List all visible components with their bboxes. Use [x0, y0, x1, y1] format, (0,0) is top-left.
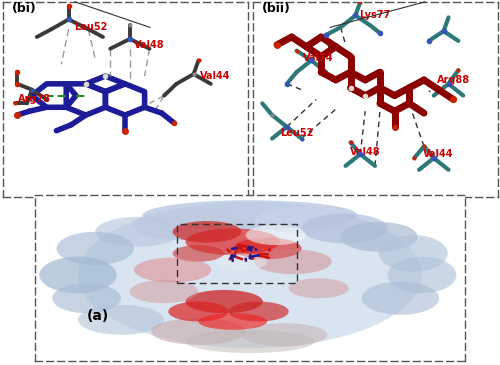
Ellipse shape — [172, 245, 224, 262]
Ellipse shape — [134, 258, 212, 283]
Ellipse shape — [95, 217, 181, 247]
Ellipse shape — [172, 221, 242, 243]
Ellipse shape — [302, 214, 388, 243]
Ellipse shape — [379, 235, 448, 272]
Ellipse shape — [186, 290, 263, 313]
Text: Leu52: Leu52 — [74, 22, 108, 32]
Ellipse shape — [40, 257, 117, 293]
Ellipse shape — [78, 305, 164, 335]
Ellipse shape — [242, 323, 328, 346]
Ellipse shape — [198, 313, 267, 330]
Text: Arg88: Arg88 — [437, 75, 470, 85]
Ellipse shape — [233, 238, 302, 259]
Ellipse shape — [52, 283, 121, 313]
Text: (bii): (bii) — [262, 1, 291, 15]
Text: Lys77: Lys77 — [360, 11, 390, 20]
Text: Val48: Val48 — [134, 40, 165, 50]
Ellipse shape — [186, 228, 280, 255]
Text: (bi): (bi) — [12, 1, 37, 15]
Ellipse shape — [186, 330, 314, 353]
Text: Val44: Val44 — [424, 149, 454, 159]
Ellipse shape — [246, 225, 306, 245]
Ellipse shape — [56, 232, 134, 265]
Text: Val74: Val74 — [304, 53, 334, 64]
Ellipse shape — [340, 222, 417, 252]
Ellipse shape — [288, 278, 349, 298]
Ellipse shape — [228, 301, 288, 322]
Ellipse shape — [216, 253, 267, 270]
Ellipse shape — [78, 202, 422, 348]
Ellipse shape — [168, 301, 228, 322]
Ellipse shape — [130, 280, 198, 303]
Ellipse shape — [254, 207, 349, 234]
Ellipse shape — [132, 210, 239, 240]
Text: Val44: Val44 — [200, 71, 231, 81]
Ellipse shape — [142, 200, 358, 230]
Text: Val48: Val48 — [350, 147, 380, 157]
Text: Arg78: Arg78 — [18, 95, 51, 104]
Ellipse shape — [362, 282, 439, 315]
Ellipse shape — [388, 257, 456, 293]
Text: Leu52: Leu52 — [280, 128, 314, 138]
Ellipse shape — [254, 249, 332, 274]
Ellipse shape — [151, 318, 246, 345]
Text: (a): (a) — [86, 309, 109, 323]
